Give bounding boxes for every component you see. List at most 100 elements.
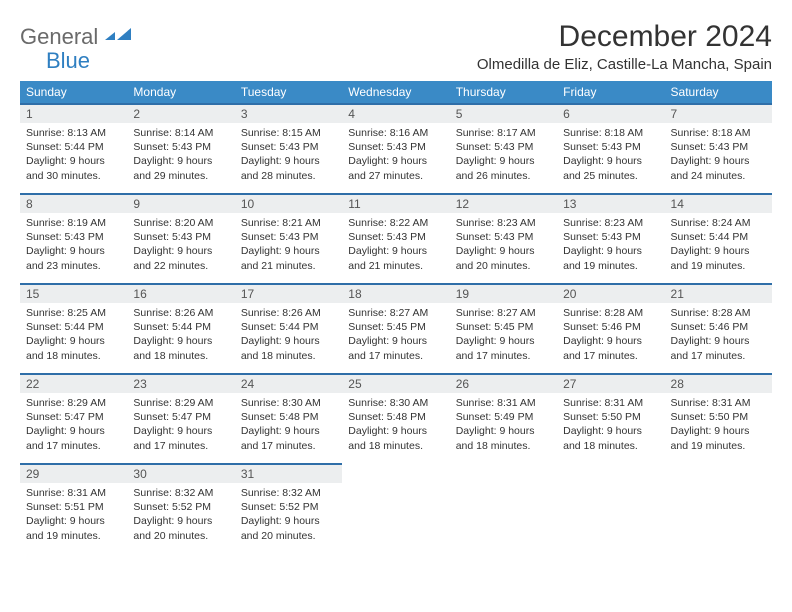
sunset-line: Sunset: 5:52 PM bbox=[241, 500, 336, 514]
day-number: 29 bbox=[20, 465, 127, 483]
day-details: Sunrise: 8:27 AMSunset: 5:45 PMDaylight:… bbox=[342, 303, 449, 369]
calendar-day-cell: 11Sunrise: 8:22 AMSunset: 5:43 PMDayligh… bbox=[342, 194, 449, 284]
daylight-line: Daylight: 9 hours and 18 minutes. bbox=[456, 424, 551, 452]
daylight-line: Daylight: 9 hours and 17 minutes. bbox=[133, 424, 228, 452]
day-number: 1 bbox=[20, 105, 127, 123]
calendar-day-cell: 3Sunrise: 8:15 AMSunset: 5:43 PMDaylight… bbox=[235, 104, 342, 194]
day-details: Sunrise: 8:31 AMSunset: 5:49 PMDaylight:… bbox=[450, 393, 557, 459]
sunrise-line: Sunrise: 8:18 AM bbox=[563, 126, 658, 140]
sunrise-line: Sunrise: 8:32 AM bbox=[241, 486, 336, 500]
day-details: Sunrise: 8:22 AMSunset: 5:43 PMDaylight:… bbox=[342, 213, 449, 279]
day-header: Saturday bbox=[665, 81, 772, 104]
calendar-day-cell: 15Sunrise: 8:25 AMSunset: 5:44 PMDayligh… bbox=[20, 284, 127, 374]
day-details: Sunrise: 8:28 AMSunset: 5:46 PMDaylight:… bbox=[665, 303, 772, 369]
sunrise-line: Sunrise: 8:16 AM bbox=[348, 126, 443, 140]
day-details: Sunrise: 8:18 AMSunset: 5:43 PMDaylight:… bbox=[665, 123, 772, 189]
sunrise-line: Sunrise: 8:32 AM bbox=[133, 486, 228, 500]
day-header-row: SundayMondayTuesdayWednesdayThursdayFrid… bbox=[20, 81, 772, 104]
calendar-day-cell: 31Sunrise: 8:32 AMSunset: 5:52 PMDayligh… bbox=[235, 464, 342, 554]
sunset-line: Sunset: 5:44 PM bbox=[241, 320, 336, 334]
day-details: Sunrise: 8:20 AMSunset: 5:43 PMDaylight:… bbox=[127, 213, 234, 279]
daylight-line: Daylight: 9 hours and 19 minutes. bbox=[563, 244, 658, 272]
sunset-line: Sunset: 5:43 PM bbox=[456, 230, 551, 244]
title-block: December 2024 Olmedilla de Eliz, Castill… bbox=[477, 20, 772, 73]
sunset-line: Sunset: 5:43 PM bbox=[26, 230, 121, 244]
day-number: 8 bbox=[20, 195, 127, 213]
daylight-line: Daylight: 9 hours and 18 minutes. bbox=[241, 334, 336, 362]
daylight-line: Daylight: 9 hours and 26 minutes. bbox=[456, 154, 551, 182]
daylight-line: Daylight: 9 hours and 20 minutes. bbox=[133, 514, 228, 542]
sunrise-line: Sunrise: 8:21 AM bbox=[241, 216, 336, 230]
day-number: 10 bbox=[235, 195, 342, 213]
brand-logo: General Blue bbox=[20, 26, 133, 71]
calendar-day-cell: 30Sunrise: 8:32 AMSunset: 5:52 PMDayligh… bbox=[127, 464, 234, 554]
calendar-table: SundayMondayTuesdayWednesdayThursdayFrid… bbox=[20, 81, 772, 554]
sunrise-line: Sunrise: 8:23 AM bbox=[563, 216, 658, 230]
day-details: Sunrise: 8:16 AMSunset: 5:43 PMDaylight:… bbox=[342, 123, 449, 189]
daylight-line: Daylight: 9 hours and 18 minutes. bbox=[26, 334, 121, 362]
day-header: Thursday bbox=[450, 81, 557, 104]
sunrise-line: Sunrise: 8:29 AM bbox=[26, 396, 121, 410]
brand-word-2: Blue bbox=[46, 51, 133, 71]
calendar-week-row: 22Sunrise: 8:29 AMSunset: 5:47 PMDayligh… bbox=[20, 374, 772, 464]
daylight-line: Daylight: 9 hours and 19 minutes. bbox=[26, 514, 121, 542]
day-number: 12 bbox=[450, 195, 557, 213]
calendar-day-cell: 7Sunrise: 8:18 AMSunset: 5:43 PMDaylight… bbox=[665, 104, 772, 194]
day-number: 30 bbox=[127, 465, 234, 483]
sunset-line: Sunset: 5:49 PM bbox=[456, 410, 551, 424]
sunrise-line: Sunrise: 8:23 AM bbox=[456, 216, 551, 230]
calendar-day-cell: 1Sunrise: 8:13 AMSunset: 5:44 PMDaylight… bbox=[20, 104, 127, 194]
sunset-line: Sunset: 5:43 PM bbox=[348, 140, 443, 154]
day-details: Sunrise: 8:31 AMSunset: 5:50 PMDaylight:… bbox=[557, 393, 664, 459]
day-number: 31 bbox=[235, 465, 342, 483]
day-number: 3 bbox=[235, 105, 342, 123]
day-number: 21 bbox=[665, 285, 772, 303]
daylight-line: Daylight: 9 hours and 23 minutes. bbox=[26, 244, 121, 272]
sunrise-line: Sunrise: 8:25 AM bbox=[26, 306, 121, 320]
calendar-day-cell: 24Sunrise: 8:30 AMSunset: 5:48 PMDayligh… bbox=[235, 374, 342, 464]
sunset-line: Sunset: 5:46 PM bbox=[671, 320, 766, 334]
day-number: 2 bbox=[127, 105, 234, 123]
sunset-line: Sunset: 5:45 PM bbox=[348, 320, 443, 334]
day-details: Sunrise: 8:17 AMSunset: 5:43 PMDaylight:… bbox=[450, 123, 557, 189]
calendar-week-row: 1Sunrise: 8:13 AMSunset: 5:44 PMDaylight… bbox=[20, 104, 772, 194]
day-header: Monday bbox=[127, 81, 234, 104]
logo-triangles-icon bbox=[105, 26, 133, 49]
day-number: 27 bbox=[557, 375, 664, 393]
daylight-line: Daylight: 9 hours and 20 minutes. bbox=[456, 244, 551, 272]
sunrise-line: Sunrise: 8:27 AM bbox=[456, 306, 551, 320]
sunset-line: Sunset: 5:44 PM bbox=[26, 140, 121, 154]
sunset-line: Sunset: 5:44 PM bbox=[133, 320, 228, 334]
daylight-line: Daylight: 9 hours and 19 minutes. bbox=[671, 244, 766, 272]
day-number: 4 bbox=[342, 105, 449, 123]
day-number: 13 bbox=[557, 195, 664, 213]
day-number: 15 bbox=[20, 285, 127, 303]
sunset-line: Sunset: 5:43 PM bbox=[563, 140, 658, 154]
calendar-day-cell: 10Sunrise: 8:21 AMSunset: 5:43 PMDayligh… bbox=[235, 194, 342, 284]
daylight-line: Daylight: 9 hours and 28 minutes. bbox=[241, 154, 336, 182]
calendar-day-cell: 28Sunrise: 8:31 AMSunset: 5:50 PMDayligh… bbox=[665, 374, 772, 464]
daylight-line: Daylight: 9 hours and 18 minutes. bbox=[348, 424, 443, 452]
daylight-line: Daylight: 9 hours and 24 minutes. bbox=[671, 154, 766, 182]
day-details: Sunrise: 8:27 AMSunset: 5:45 PMDaylight:… bbox=[450, 303, 557, 369]
sunset-line: Sunset: 5:43 PM bbox=[133, 140, 228, 154]
calendar-day-cell: 17Sunrise: 8:26 AMSunset: 5:44 PMDayligh… bbox=[235, 284, 342, 374]
daylight-line: Daylight: 9 hours and 27 minutes. bbox=[348, 154, 443, 182]
daylight-line: Daylight: 9 hours and 25 minutes. bbox=[563, 154, 658, 182]
daylight-line: Daylight: 9 hours and 17 minutes. bbox=[26, 424, 121, 452]
day-details: Sunrise: 8:29 AMSunset: 5:47 PMDaylight:… bbox=[127, 393, 234, 459]
day-number: 16 bbox=[127, 285, 234, 303]
sunrise-line: Sunrise: 8:30 AM bbox=[348, 396, 443, 410]
sunset-line: Sunset: 5:44 PM bbox=[671, 230, 766, 244]
day-header: Sunday bbox=[20, 81, 127, 104]
daylight-line: Daylight: 9 hours and 19 minutes. bbox=[671, 424, 766, 452]
day-number: 23 bbox=[127, 375, 234, 393]
sunset-line: Sunset: 5:47 PM bbox=[133, 410, 228, 424]
day-details: Sunrise: 8:32 AMSunset: 5:52 PMDaylight:… bbox=[235, 483, 342, 549]
sunrise-line: Sunrise: 8:14 AM bbox=[133, 126, 228, 140]
day-details: Sunrise: 8:15 AMSunset: 5:43 PMDaylight:… bbox=[235, 123, 342, 189]
day-header: Tuesday bbox=[235, 81, 342, 104]
month-title: December 2024 bbox=[477, 20, 772, 54]
sunrise-line: Sunrise: 8:31 AM bbox=[26, 486, 121, 500]
calendar-day-cell: 4Sunrise: 8:16 AMSunset: 5:43 PMDaylight… bbox=[342, 104, 449, 194]
